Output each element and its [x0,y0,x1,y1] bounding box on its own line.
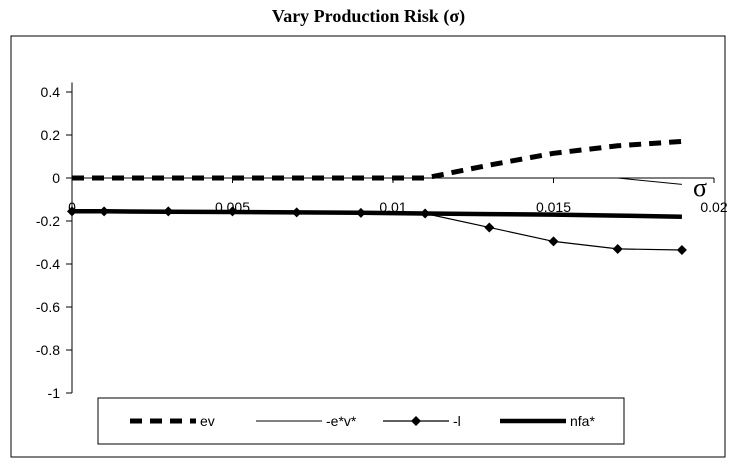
legend-label-e-v: -e*v* [326,413,357,429]
x-tick-label: 0.02 [700,199,727,215]
legend-label-nfa: nfa* [570,413,595,429]
y-tick-label: 0.2 [41,127,61,143]
y-tick-label: -1 [48,385,61,401]
legend-marker-l [411,416,421,426]
point-l [676,245,687,256]
x-tick-label: 0.015 [536,199,571,215]
y-tick-label: -0.6 [36,299,60,315]
chart-frame [10,35,726,458]
y-tick-label: -0.2 [36,213,60,229]
x-axis-label: σ [693,173,707,202]
series-line-nfa [72,209,682,219]
y-tick-label: 0.4 [41,84,61,100]
y-tick-label: -0.8 [36,342,60,358]
legend-label-l: -l [453,413,461,429]
chart-title: Vary Production Risk (σ) [271,6,466,26]
point-l [484,222,495,233]
y-tick-label: -0.4 [36,256,60,272]
series-line-ev [72,138,683,181]
legend-label-ev: ev [200,413,215,429]
y-tick-label: 0 [52,170,60,186]
point-l [548,236,559,247]
point-l [612,243,623,254]
